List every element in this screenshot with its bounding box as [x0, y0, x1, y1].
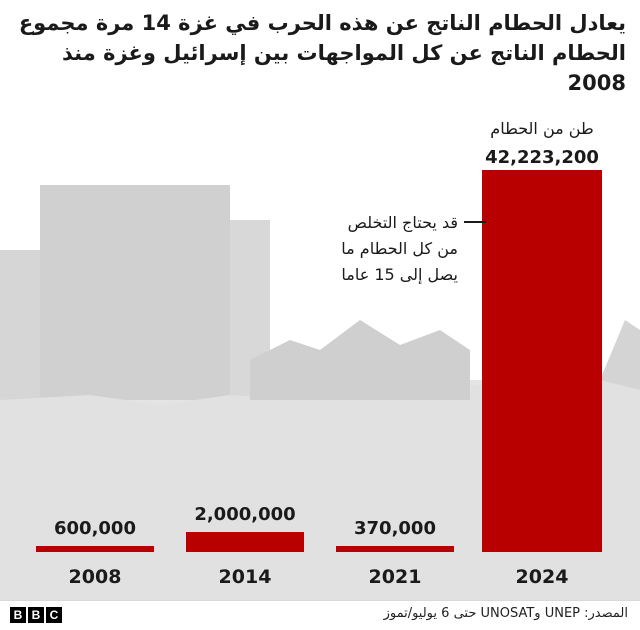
- source-note: المصدر: UNEP وUNOSAT حتى 6 يوليو/تموز: [383, 606, 628, 621]
- bar-2024: [482, 170, 602, 552]
- chart-area: 600,000 2008 2,000,000 2014 370,000 2021 42,22…: [0, 0, 640, 600]
- data-label-2024: 42,223,200: [485, 147, 599, 168]
- annotation-line: قد يحتاج التخلص: [348, 213, 458, 233]
- data-label-2008: 600,000: [54, 518, 136, 539]
- bar-2008: [36, 546, 154, 552]
- data-label-2014: 2,000,000: [194, 504, 295, 525]
- footer: B B C المصدر: UNEP وUNOSAT حتى 6 يوليو/ت…: [0, 600, 640, 630]
- chart-svg: 600,000 2008 2,000,000 2014 370,000 2021 42,22…: [0, 0, 640, 600]
- bbc-logo: B B C: [10, 607, 62, 623]
- annotation-line: يصل إلى 15 عاما: [341, 265, 458, 284]
- x-tick-label-2021: 2021: [369, 566, 422, 588]
- x-tick-label-2024: 2024: [516, 566, 569, 588]
- bbc-logo-letter: C: [46, 607, 62, 623]
- chart-title: يعادل الحطام الناتج عن هذه الحرب في غزة …: [18, 11, 626, 95]
- bar-2021: [336, 546, 454, 552]
- bar-2014: [186, 532, 304, 552]
- bbc-logo-letter: B: [28, 607, 44, 623]
- x-tick-label-2014: 2014: [219, 566, 272, 588]
- bbc-logo-letter: B: [10, 607, 26, 623]
- x-tick-label-2008: 2008: [69, 566, 122, 588]
- unit-label: طن من الحطام: [490, 119, 593, 139]
- data-label-2021: 370,000: [354, 518, 436, 539]
- annotation-line: من كل الحطام ما: [341, 239, 458, 259]
